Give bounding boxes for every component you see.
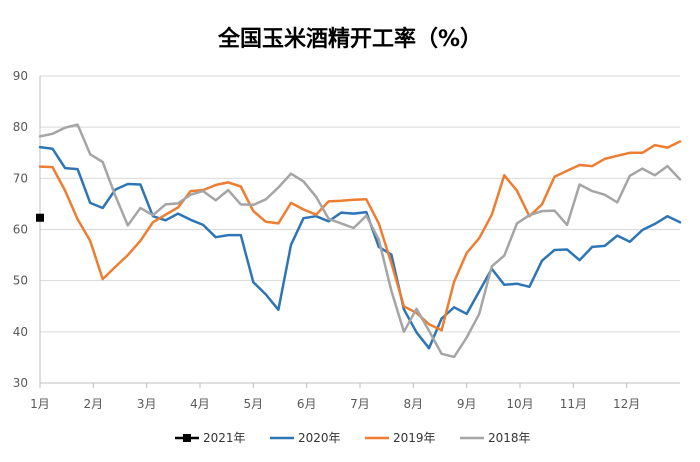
legend-item: 2018年 bbox=[460, 431, 531, 445]
x-tick-label: 11月 bbox=[560, 397, 587, 411]
y-tick-label: 90 bbox=[13, 69, 28, 83]
legend-label: 2020年 bbox=[298, 431, 341, 445]
x-tick-label: 3月 bbox=[137, 397, 157, 411]
x-tick-label: 8月 bbox=[404, 397, 424, 411]
series-2 bbox=[38, 140, 682, 332]
y-tick-label: 40 bbox=[13, 325, 28, 339]
x-tick-label: 10月 bbox=[506, 397, 533, 411]
x-tick-label: 9月 bbox=[457, 397, 477, 411]
y-tick-label: 70 bbox=[13, 171, 28, 185]
x-tick-label: 1月 bbox=[30, 397, 50, 411]
legend-marker bbox=[183, 434, 191, 442]
legend-label: 2019年 bbox=[393, 431, 436, 445]
legend-item: 2020年 bbox=[270, 431, 341, 445]
y-tick-label: 60 bbox=[13, 223, 28, 237]
y-tick-label: 80 bbox=[13, 120, 28, 134]
series-3 bbox=[38, 123, 682, 359]
x-tick-labels: 1月 2月 3月 4月 5月 6月 7月 8月 9月 10月 11月 12月 bbox=[30, 397, 640, 411]
y-tick-label: 50 bbox=[13, 274, 28, 288]
data-point bbox=[36, 213, 44, 222]
legend-label: 2018年 bbox=[488, 431, 531, 445]
grid bbox=[39, 75, 680, 388]
legend-item: 2021年 bbox=[175, 431, 246, 445]
series-line bbox=[38, 140, 682, 332]
legend-item: 2019年 bbox=[365, 431, 436, 445]
x-tick-label: 5月 bbox=[244, 397, 264, 411]
legend: 2021年 2020年 2019年 2018年 bbox=[175, 431, 531, 445]
x-tick-label: 7月 bbox=[350, 397, 370, 411]
series-line bbox=[38, 145, 682, 350]
series-0 bbox=[36, 213, 44, 222]
y-tick-labels: 30 40 50 60 70 80 90 bbox=[13, 69, 28, 390]
y-tick-label: 30 bbox=[13, 376, 28, 390]
x-tick-label: 6月 bbox=[297, 397, 317, 411]
x-tick-label: 12月 bbox=[613, 397, 640, 411]
legend-label: 2021年 bbox=[203, 431, 246, 445]
x-tick-label: 2月 bbox=[84, 397, 104, 411]
series-lines bbox=[36, 123, 682, 359]
series-1 bbox=[38, 145, 682, 350]
series-line bbox=[38, 123, 682, 359]
chart-title: 全国玉米酒精开工率（%） bbox=[217, 26, 482, 52]
x-tick-label: 4月 bbox=[190, 397, 210, 411]
